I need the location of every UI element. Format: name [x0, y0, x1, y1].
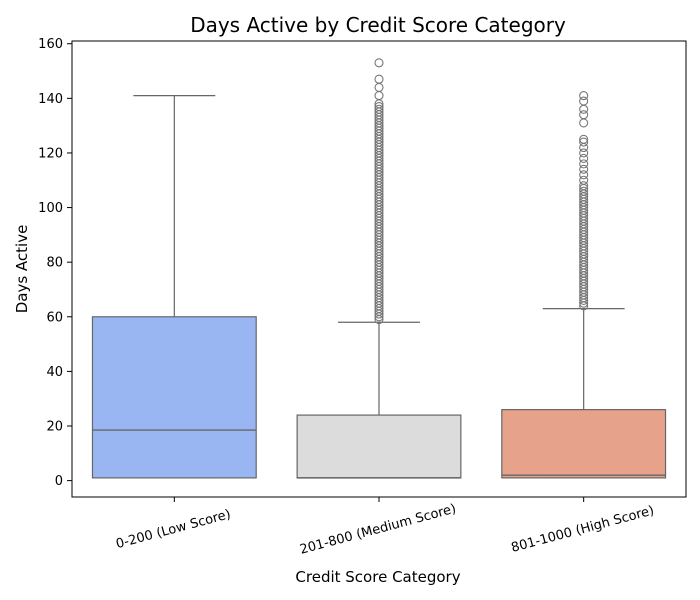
- outlier-point: [374, 74, 384, 84]
- x-tick-label: 0-200 (Low Score): [114, 507, 232, 552]
- box-1: [91, 316, 257, 479]
- y-tick-label: 160: [38, 37, 63, 52]
- box-3: [501, 409, 667, 479]
- y-axis-label: Days Active: [13, 225, 31, 314]
- outlier-point: [579, 175, 589, 185]
- outlier-point: [579, 134, 589, 144]
- outlier-point: [374, 101, 384, 112]
- y-tick-label: 0: [55, 474, 63, 489]
- outlier-point: [374, 104, 384, 114]
- outlier-point: [579, 137, 589, 147]
- outlier-point: [579, 170, 589, 180]
- plot-area: 0 20 40 60 80 100 120 140 160 0-200 (Low Score) 20…: [38, 37, 687, 558]
- outlier-point: [579, 104, 589, 114]
- y-tick-label: 80: [46, 256, 63, 271]
- outlier-point: [579, 148, 589, 158]
- outlier-point: [579, 186, 589, 196]
- outlier-point: [579, 181, 589, 191]
- outlier-point: [579, 159, 589, 169]
- y-tick-label: 40: [46, 365, 63, 380]
- y-tick-label: 100: [38, 201, 63, 216]
- outlier-point: [579, 118, 589, 128]
- x-axis-label: Credit Score Category: [295, 568, 460, 586]
- x-tick-label: 801-1000 (High Score): [510, 503, 656, 556]
- outlier-point: [579, 164, 589, 174]
- y-tick-label: 120: [38, 146, 63, 161]
- outlier-point: [579, 96, 589, 106]
- y-tick-label: 20: [46, 420, 63, 435]
- outlier-point: [579, 91, 589, 101]
- box-2: [296, 414, 462, 479]
- outlier-point: [579, 110, 589, 120]
- y-tick-label: 60: [46, 310, 63, 325]
- outlier-point: [374, 58, 384, 68]
- outlier-point: [579, 153, 589, 163]
- chart-title: Days Active by Credit Score Category: [190, 13, 566, 37]
- x-tick-label: 201-800 (Medium Score): [298, 502, 458, 558]
- outlier-point: [374, 91, 384, 101]
- y-tick-label: 140: [38, 92, 63, 107]
- outlier-point: [374, 82, 384, 92]
